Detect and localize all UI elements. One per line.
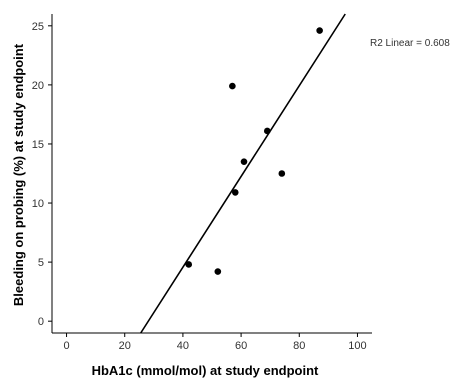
x-axis-title: HbA1c (mmol/mol) at study endpoint: [92, 363, 319, 378]
y-axis-title: Bleeding on probing (%) at study endpoin…: [11, 43, 26, 306]
data-point: [185, 261, 193, 268]
x-tick-label: 100: [348, 340, 366, 352]
data-point: [278, 170, 286, 177]
y-tick-label: 5: [38, 257, 44, 269]
axes: [51, 14, 372, 334]
y-tick-label: 25: [32, 21, 44, 33]
data-point: [263, 127, 271, 135]
y-tick-label: 20: [32, 80, 44, 92]
fit-line-group: [140, 13, 346, 334]
data-point: [316, 27, 323, 34]
data-point: [231, 189, 239, 196]
fit-line: [140, 13, 346, 334]
x-tick-label: 0: [63, 340, 69, 352]
y-tick-label: 0: [38, 316, 44, 328]
x-tick-label: 80: [293, 340, 305, 352]
data-point: [229, 82, 236, 90]
r2-annotation: R2 Linear = 0.608: [370, 38, 450, 49]
x-tick-label: 20: [119, 340, 131, 352]
axis-ticks: 0 20 40 60 80 100 0 5 10 15 20 25: [32, 21, 367, 352]
x-tick-label: 40: [177, 340, 189, 352]
y-tick-label: 15: [32, 139, 44, 151]
y-tick-label: 10: [32, 198, 44, 210]
x-tick-label: 60: [235, 340, 247, 352]
data-point: [240, 158, 248, 165]
data-points: [185, 27, 323, 275]
data-point: [214, 268, 222, 275]
